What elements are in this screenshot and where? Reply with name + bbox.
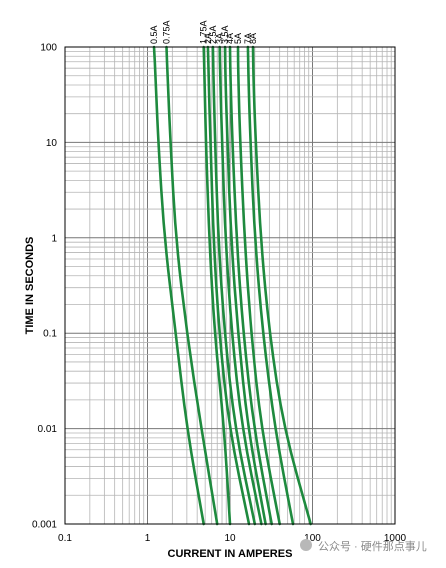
x-tick-label: 10	[224, 533, 236, 544]
series-label: 8A	[248, 33, 258, 44]
y-tick-label: 10	[46, 138, 58, 149]
y-tick-label: 0.01	[38, 424, 58, 435]
y-tick-label: 1	[51, 233, 57, 244]
series-label: 2.5A	[208, 25, 218, 44]
series-line-1.75A	[202, 45, 232, 526]
plot-frame	[64, 46, 396, 525]
series-group	[152, 45, 312, 526]
series-label: 5A	[233, 33, 243, 44]
series-line-5A	[236, 45, 281, 526]
series-line-0.5A	[152, 45, 205, 526]
series-label: 1.75A	[199, 20, 209, 44]
y-tick-label: 100	[40, 43, 57, 54]
x-tick-label: 1000	[384, 533, 407, 544]
x-tick-label: 100	[304, 533, 321, 544]
series-line-3.5A	[223, 45, 267, 526]
series-line-0.75A	[165, 45, 219, 526]
series-label: 0.75A	[162, 20, 172, 44]
series-line-7A	[246, 45, 295, 526]
y-tick-label: 0.001	[32, 520, 57, 531]
watermark-text: 公众号 · 硬件那点事儿	[318, 540, 427, 553]
series-line-2A	[206, 45, 251, 526]
tick-labels: 0.1 1 10 100 1000 0.001 0.01 0.1 1 10 100	[32, 43, 407, 545]
series-label: 3A	[215, 33, 225, 44]
grid	[64, 47, 395, 525]
y-tick-label: 0.1	[43, 329, 57, 340]
series-label: 3.5A	[220, 25, 230, 44]
series-label: 2A	[203, 33, 213, 44]
series-line-2.5A	[211, 45, 257, 526]
series-label: 7A	[243, 33, 253, 44]
series-line-4A	[228, 45, 273, 526]
series-line-8A	[251, 45, 312, 526]
y-axis-title: TIME IN SECONDS	[24, 237, 36, 335]
series-line-3A	[218, 45, 263, 526]
watermark: 公众号 · 硬件那点事儿	[300, 539, 427, 553]
wechat-logo-icon	[300, 539, 312, 551]
x-tick-label: 1	[145, 533, 151, 544]
series-label: 0.5A	[149, 25, 159, 44]
x-axis-title: CURRENT IN AMPERES	[168, 548, 293, 560]
series-label: 4A	[225, 33, 235, 44]
x-tick-label: 0.1	[58, 533, 72, 544]
